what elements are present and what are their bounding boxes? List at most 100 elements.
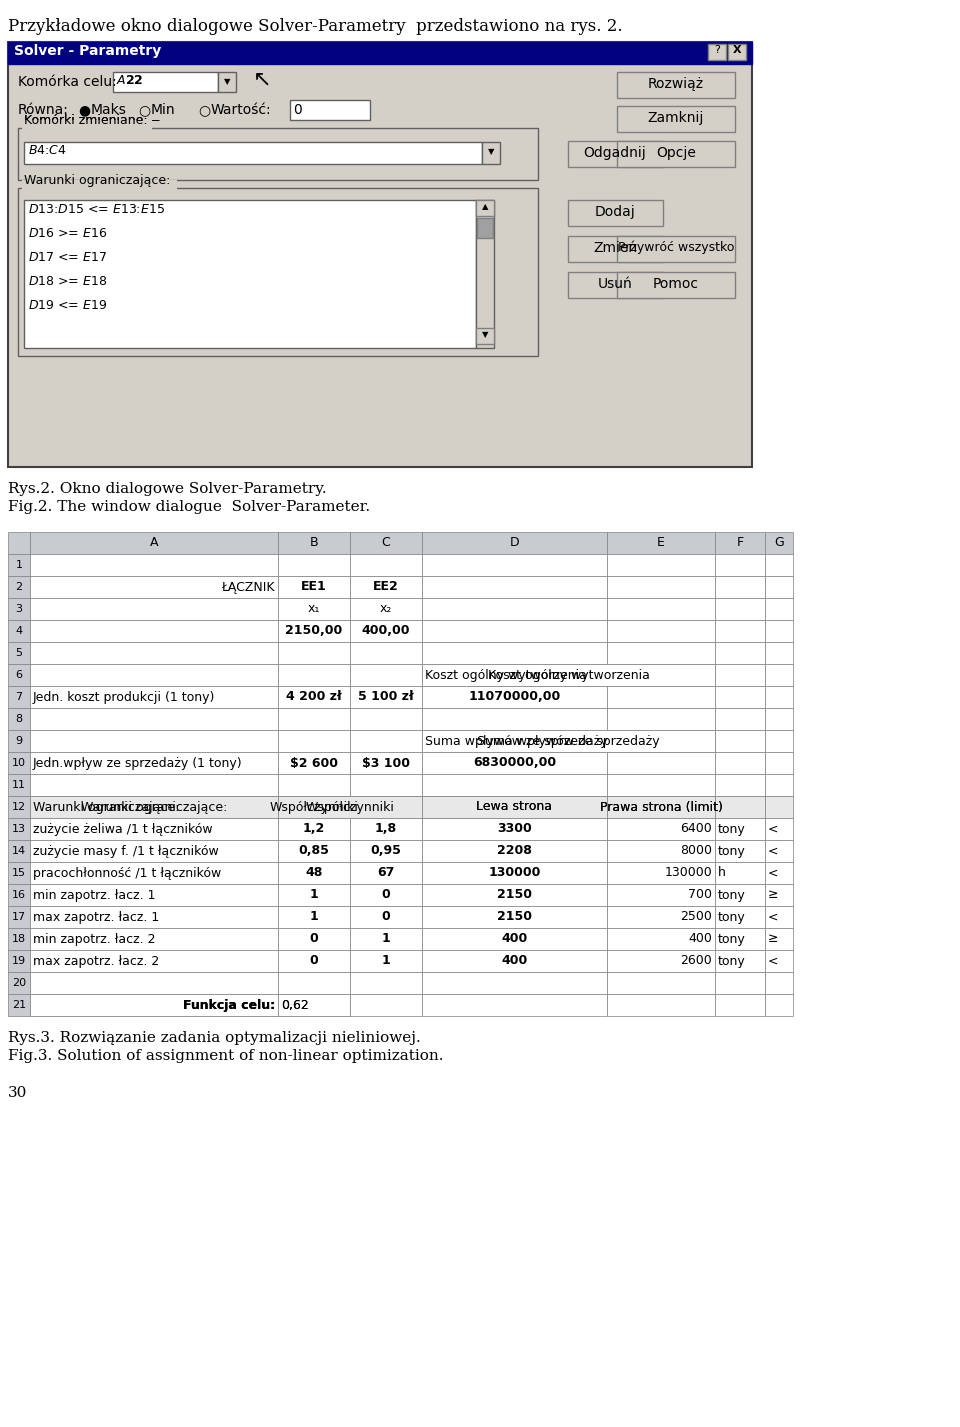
Bar xyxy=(715,577,765,598)
Bar xyxy=(715,532,765,554)
Bar xyxy=(715,906,765,928)
Text: $D$17 <= $E$17: $D$17 <= $E$17 xyxy=(28,251,108,264)
Text: $A$22: $A$22 xyxy=(116,74,144,87)
Text: <: < xyxy=(768,845,779,858)
Bar xyxy=(30,642,278,664)
Text: Suma wpływów ze sprzedaży: Suma wpływów ze sprzedaży xyxy=(477,735,660,748)
Bar xyxy=(715,841,765,862)
Bar xyxy=(8,664,30,686)
Text: min zapotrz. łacz. 1: min zapotrz. łacz. 1 xyxy=(33,889,156,902)
Bar xyxy=(30,619,278,642)
Bar xyxy=(422,664,607,686)
Bar xyxy=(617,273,735,298)
Bar xyxy=(8,708,30,731)
Bar xyxy=(22,120,152,130)
Text: Warunki ograniczające:: Warunki ograniczające: xyxy=(24,174,170,187)
Bar xyxy=(422,577,607,598)
Bar xyxy=(422,554,607,577)
Text: tony: tony xyxy=(718,822,746,835)
Bar xyxy=(350,554,422,577)
Text: $D$16 >= $E$16: $D$16 >= $E$16 xyxy=(28,227,108,240)
Text: Rys.2. Okno dialogowe Solver-Parametry.: Rys.2. Okno dialogowe Solver-Parametry. xyxy=(8,482,326,497)
Text: F: F xyxy=(736,537,744,549)
Bar xyxy=(30,577,278,598)
Text: 0,95: 0,95 xyxy=(371,845,401,858)
Bar xyxy=(617,141,735,167)
Bar xyxy=(765,532,793,554)
Bar xyxy=(715,818,765,841)
Text: 0: 0 xyxy=(382,889,391,902)
Text: D: D xyxy=(510,537,519,549)
Bar xyxy=(568,141,663,167)
Bar xyxy=(422,796,607,818)
Bar xyxy=(30,862,278,883)
Text: 6: 6 xyxy=(15,671,22,681)
Text: G: G xyxy=(774,537,784,549)
Bar xyxy=(8,41,752,467)
Text: x₂: x₂ xyxy=(380,602,393,615)
Bar xyxy=(30,818,278,841)
Text: 130000: 130000 xyxy=(489,866,540,879)
Text: E: E xyxy=(657,537,665,549)
Text: Lewa strona: Lewa strona xyxy=(476,801,553,813)
Bar xyxy=(350,686,422,708)
Text: 20: 20 xyxy=(12,977,26,987)
Bar xyxy=(422,708,607,731)
Text: 1: 1 xyxy=(15,559,22,569)
Bar xyxy=(765,950,793,972)
Bar xyxy=(278,906,350,928)
Bar xyxy=(715,972,765,995)
Text: X: X xyxy=(732,46,741,56)
Bar xyxy=(350,862,422,883)
Bar xyxy=(24,143,482,164)
Bar xyxy=(350,577,422,598)
Text: Funkcja celu:: Funkcja celu: xyxy=(182,999,275,1012)
Text: 48: 48 xyxy=(305,866,323,879)
Text: pracochłonność /1 t łączników: pracochłonność /1 t łączników xyxy=(33,866,221,879)
Bar xyxy=(765,686,793,708)
Text: EE2: EE2 xyxy=(373,581,398,594)
Bar xyxy=(8,731,30,752)
Bar xyxy=(350,950,422,972)
Bar xyxy=(617,106,735,133)
Text: ○: ○ xyxy=(198,103,210,117)
Bar xyxy=(30,708,278,731)
Bar xyxy=(607,577,715,598)
Bar xyxy=(607,862,715,883)
Bar xyxy=(607,972,715,995)
Text: 2150: 2150 xyxy=(497,889,532,902)
Text: Pomoc: Pomoc xyxy=(653,277,699,291)
Text: 5 100 zł: 5 100 zł xyxy=(358,691,414,704)
Bar xyxy=(18,188,538,355)
Bar xyxy=(607,841,715,862)
Text: Dodaj: Dodaj xyxy=(594,205,636,218)
Bar xyxy=(278,664,350,686)
Bar xyxy=(350,731,422,752)
Bar xyxy=(422,532,607,554)
Text: 4 200 zł: 4 200 zł xyxy=(286,691,342,704)
Text: 0: 0 xyxy=(310,955,319,968)
Bar xyxy=(422,950,607,972)
Text: 2600: 2600 xyxy=(681,955,712,968)
Text: ▼: ▼ xyxy=(482,330,489,340)
Text: 3300: 3300 xyxy=(497,822,532,835)
Bar xyxy=(617,235,735,263)
Text: zużycie masy f. /1 t łączników: zużycie masy f. /1 t łączników xyxy=(33,845,219,858)
Bar xyxy=(30,773,278,796)
Text: Opcje: Opcje xyxy=(656,146,696,160)
Bar xyxy=(8,619,30,642)
Text: 0: 0 xyxy=(382,910,391,923)
Bar xyxy=(278,554,350,577)
Text: tony: tony xyxy=(718,910,746,923)
Text: ○: ○ xyxy=(138,103,150,117)
Bar xyxy=(22,180,177,190)
Bar xyxy=(715,883,765,906)
Bar xyxy=(30,796,278,818)
Bar xyxy=(278,796,422,818)
Bar xyxy=(30,731,278,752)
Bar xyxy=(607,664,715,686)
Text: $B$4:$C$4: $B$4:$C$4 xyxy=(28,144,66,157)
Bar xyxy=(278,773,350,796)
Text: 7: 7 xyxy=(15,692,23,702)
Text: 3: 3 xyxy=(15,604,22,614)
